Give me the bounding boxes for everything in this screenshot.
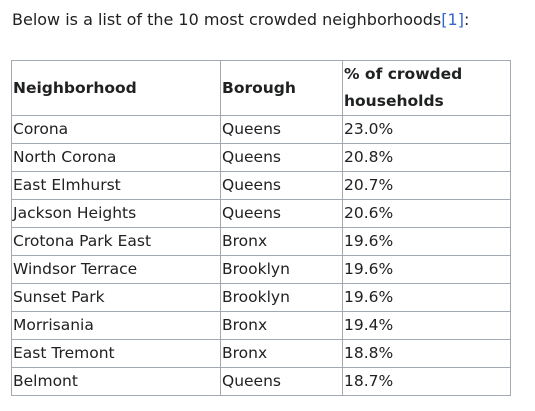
cell-pct-crowded: 20.6% (342, 199, 511, 228)
cell-pct-crowded: 19.6% (342, 255, 511, 284)
cell-borough: Queens (220, 115, 343, 144)
intro-text: Below is a list of the 10 most crowded n… (12, 10, 442, 29)
table-row: Sunset Park Brooklyn 19.6% (11, 283, 511, 312)
cell-neighborhood: Jackson Heights (11, 199, 221, 228)
cell-borough: Queens (220, 171, 343, 200)
table-row: Corona Queens 23.0% (11, 115, 511, 144)
header-neighborhood[interactable]: Neighborhood (11, 60, 221, 116)
cell-borough: Bronx (220, 311, 343, 340)
cell-pct-crowded: 23.0% (342, 115, 511, 144)
cell-neighborhood: Windsor Terrace (11, 255, 221, 284)
cell-pct-crowded: 19.6% (342, 283, 511, 312)
cell-neighborhood: Morrisania (11, 311, 221, 340)
cell-neighborhood: Sunset Park (11, 283, 221, 312)
cell-pct-crowded: 20.8% (342, 143, 511, 172)
cell-borough: Bronx (220, 227, 343, 256)
cell-neighborhood: Belmont (11, 367, 221, 396)
header-pct-line1: % of crowded (344, 65, 463, 83)
cell-borough: Queens (220, 199, 343, 228)
table-row: East Elmhurst Queens 20.7% (11, 171, 511, 200)
cell-neighborhood: Crotona Park East (11, 227, 221, 256)
reference-link[interactable]: [1] (441, 10, 464, 29)
cell-neighborhood: East Tremont (11, 339, 221, 368)
intro-paragraph: Below is a list of the 10 most crowded n… (12, 7, 469, 33)
cell-borough: Queens (220, 143, 343, 172)
table-header-row: Neighborhood Borough % of crowded househo… (11, 60, 511, 116)
cell-neighborhood: North Corona (11, 143, 221, 172)
table-row: Windsor Terrace Brooklyn 19.6% (11, 255, 511, 284)
cell-borough: Brooklyn (220, 255, 343, 284)
cell-borough: Queens (220, 367, 343, 396)
header-pct-line2: households (344, 92, 444, 110)
table-body: Corona Queens 23.0% North Corona Queens 20.8%… (11, 115, 511, 396)
table-row: East Tremont Bronx 18.8% (11, 339, 511, 368)
cell-borough: Brooklyn (220, 283, 343, 312)
cell-neighborhood: Corona (11, 115, 221, 144)
cell-pct-crowded: 19.6% (342, 227, 511, 256)
table-row: Morrisania Bronx 19.4% (11, 311, 511, 340)
cell-pct-crowded: 18.8% (342, 339, 511, 368)
table-row: Belmont Queens 18.7% (11, 367, 511, 396)
header-pct-crowded[interactable]: % of crowded households (342, 60, 511, 116)
table-row: Jackson Heights Queens 20.6% (11, 199, 511, 228)
cell-borough: Bronx (220, 339, 343, 368)
cell-pct-crowded: 19.4% (342, 311, 511, 340)
header-borough[interactable]: Borough (220, 60, 343, 116)
table-row: Crotona Park East Bronx 19.6% (11, 227, 511, 256)
crowded-neighborhoods-table: Neighborhood Borough % of crowded househo… (11, 60, 511, 396)
table-row: North Corona Queens 20.8% (11, 143, 511, 172)
cell-pct-crowded: 18.7% (342, 367, 511, 396)
intro-suffix: : (463, 10, 470, 29)
cell-pct-crowded: 20.7% (342, 171, 511, 200)
cell-neighborhood: East Elmhurst (11, 171, 221, 200)
